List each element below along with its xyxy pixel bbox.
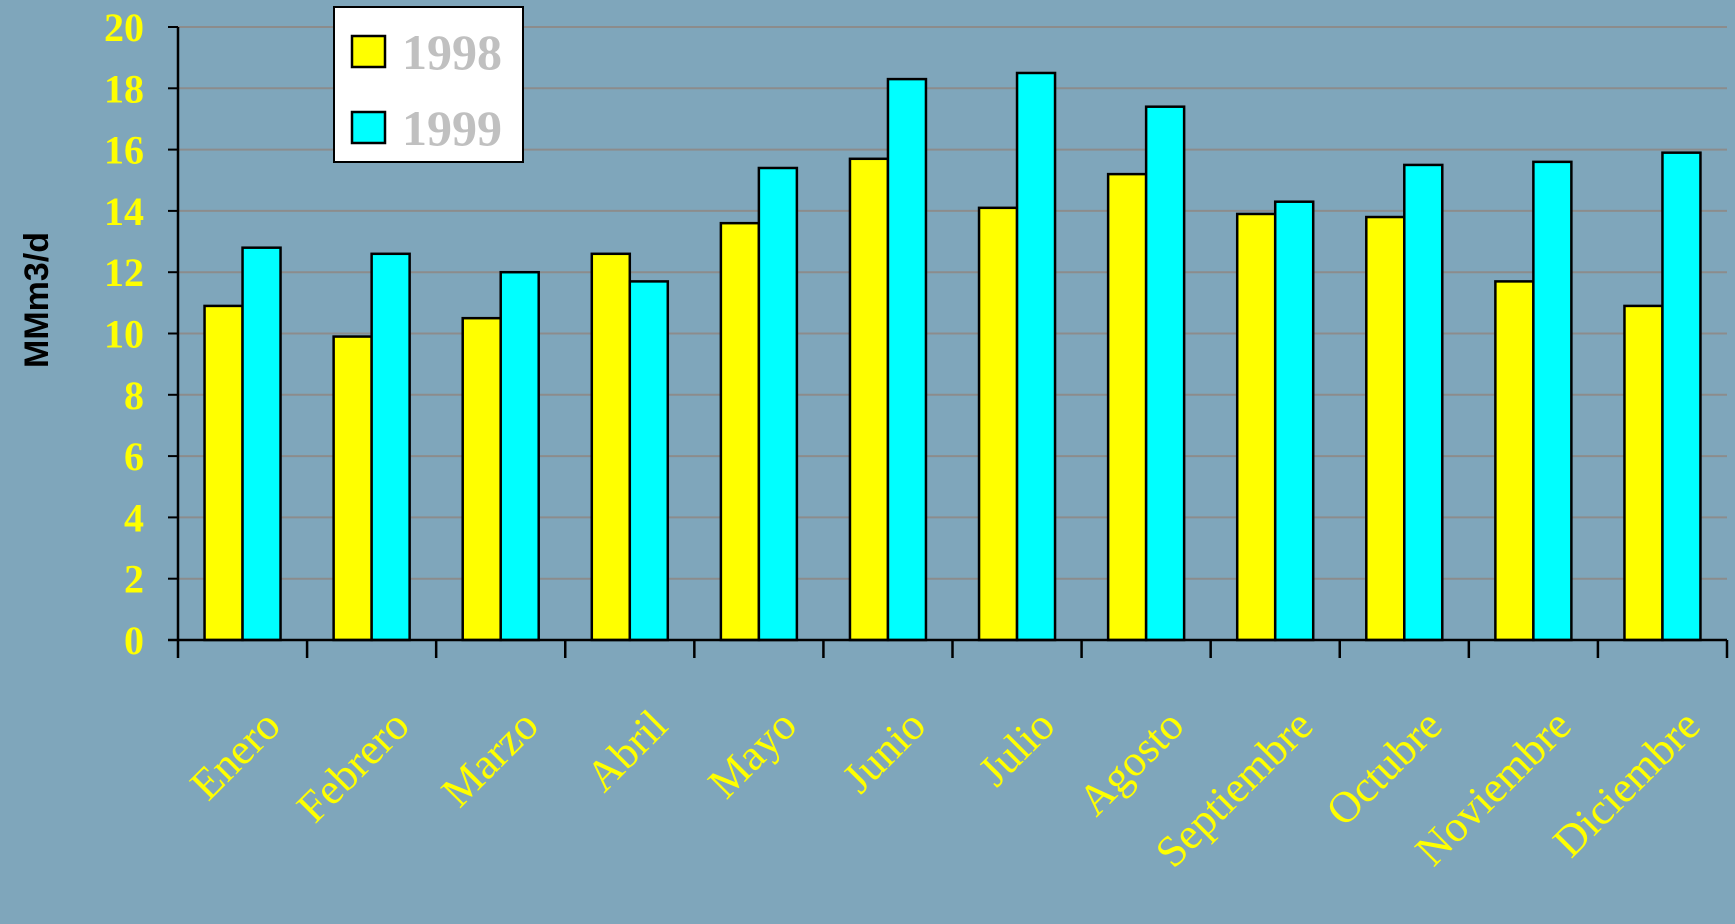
legend-label-1999: 1999 — [402, 100, 502, 156]
bar-1999-octubre — [1403, 163, 1444, 642]
x-tick-label-junio: Junio — [833, 700, 935, 802]
bar-1998-junio — [848, 157, 890, 642]
legend-label-1998: 1998 — [402, 24, 502, 80]
bar-1998-agosto — [1106, 172, 1148, 642]
y-tick-label-16: 16 — [104, 128, 144, 173]
x-tick-label-agosto: Agosto — [1069, 700, 1194, 825]
legend: 1998 1999 — [333, 6, 524, 163]
bar-1999-enero — [241, 246, 282, 642]
bar-1998-septiembre — [1235, 212, 1277, 642]
y-tick-label-18: 18 — [104, 66, 144, 111]
bar-1999-febrero — [370, 252, 411, 642]
bar-1999-julio — [1015, 71, 1057, 642]
bar-1998-octubre — [1365, 215, 1406, 642]
bar-1999-agosto — [1144, 105, 1186, 642]
y-tick-label-4: 4 — [124, 495, 144, 540]
bar-1998-diciembre — [1623, 304, 1664, 642]
gridlines — [178, 26, 1727, 580]
y-axis-label: MMm3/d — [18, 232, 56, 368]
axes — [168, 26, 1729, 658]
bar-1998-enero — [203, 304, 244, 642]
bar-1998-mayo — [719, 221, 761, 642]
bar-1998-noviembre — [1494, 280, 1535, 642]
x-tick-label-julio: Julio — [969, 700, 1064, 795]
x-tick-label-abril: Abril — [577, 700, 677, 800]
y-tick-label-2: 2 — [124, 557, 144, 602]
bar-1998-julio — [977, 206, 1019, 642]
x-tick-label-febrero: Febrero — [287, 700, 418, 831]
y-tick-label-8: 8 — [124, 373, 144, 418]
y-tick-label-10: 10 — [104, 312, 144, 357]
x-tick-label-enero: Enero — [181, 700, 290, 809]
bar-1999-diciembre — [1661, 151, 1702, 642]
y-tick-label-6: 6 — [124, 434, 144, 479]
bar-1999-junio — [886, 77, 928, 642]
legend-swatch-1999 — [350, 110, 387, 145]
bar-1999-abril — [628, 280, 670, 642]
x-tick-label-mayo: Mayo — [699, 700, 806, 807]
bar-1998-abril — [590, 252, 632, 642]
bar-1998-febrero — [332, 335, 373, 642]
y-tick-label-20: 20 — [104, 5, 144, 50]
bar-1999-marzo — [499, 270, 540, 642]
bar-1999-mayo — [757, 166, 799, 642]
bar-1999-noviembre — [1532, 160, 1573, 642]
bar-1998-marzo — [461, 316, 502, 642]
y-tick-label-14: 14 — [104, 189, 144, 234]
legend-swatch-1998 — [350, 34, 387, 69]
x-tick-label-marzo: Marzo — [432, 700, 548, 816]
y-tick-label-0: 0 — [124, 618, 144, 663]
bar-1999-septiembre — [1273, 200, 1315, 642]
y-tick-label-12: 12 — [104, 250, 144, 295]
